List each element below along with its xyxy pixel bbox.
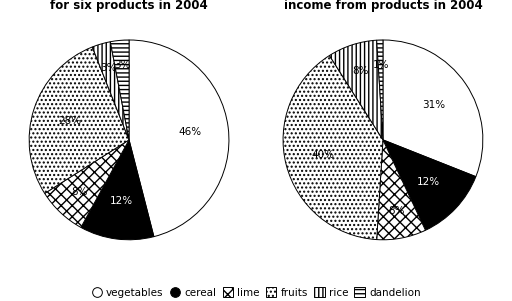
Wedge shape [29,47,129,194]
Wedge shape [383,40,483,177]
Text: 40%: 40% [311,150,334,160]
Text: 31%: 31% [422,100,446,110]
Wedge shape [129,40,229,237]
Legend: vegetables, cereal, lime, fruits, rice, dandelion: vegetables, cereal, lime, fruits, rice, … [87,283,425,301]
Text: 1%: 1% [372,60,389,70]
Wedge shape [377,140,425,240]
Wedge shape [283,55,383,240]
Text: 28%: 28% [58,116,82,126]
Text: 46%: 46% [179,127,202,137]
Text: 3%: 3% [100,63,116,73]
Wedge shape [92,42,129,140]
Wedge shape [383,140,476,230]
Text: 3%: 3% [114,60,130,70]
Text: 8%: 8% [388,206,404,216]
Title: The percentage of total
income from products in 2004: The percentage of total income from prod… [284,0,482,12]
Text: 8%: 8% [352,67,369,76]
Text: 8%: 8% [72,187,88,197]
Wedge shape [377,40,383,140]
Wedge shape [45,140,129,228]
Text: 12%: 12% [417,177,440,187]
Wedge shape [110,40,129,140]
Text: 12%: 12% [110,196,133,206]
Wedge shape [329,40,383,140]
Wedge shape [81,140,154,240]
Title: The percentage of water used
for six products in 2004: The percentage of water used for six pro… [29,0,229,12]
